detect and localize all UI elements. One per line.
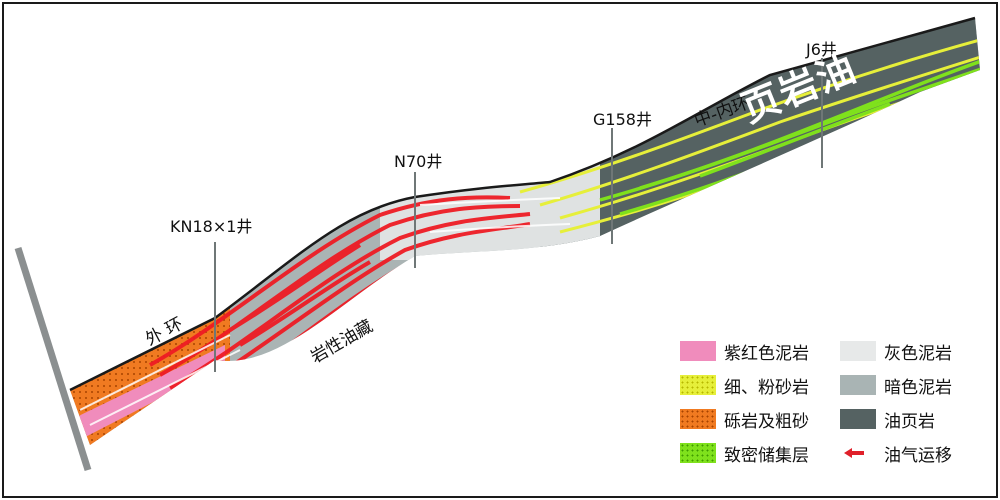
well-label-n70: N70井 [394, 152, 443, 171]
legend-label: 油气运移 [884, 445, 952, 466]
legend-label: 暗色泥岩 [884, 377, 952, 398]
legend-item: 细、粉砂岩 [680, 372, 809, 398]
legend-item: 灰色泥岩 [840, 338, 952, 364]
legend-item: 致密储集层 [680, 440, 809, 466]
legend-swatch [680, 443, 716, 463]
legend-swatch [680, 409, 716, 429]
legend-item: 砾岩及粗砂 [680, 406, 809, 432]
legend-label: 灰色泥岩 [884, 343, 952, 364]
legend-label: 紫红色泥岩 [724, 343, 809, 364]
well-label-j6: J6井 [806, 40, 837, 59]
legend-label: 细、粉砂岩 [724, 377, 809, 398]
legend-item: 暗色泥岩 [840, 372, 952, 398]
legend-swatch [680, 375, 716, 395]
legend-label: 致密储集层 [724, 445, 809, 466]
legend-item: 紫红色泥岩 [680, 338, 809, 364]
migration-arrow-icon [840, 443, 876, 463]
legend-swatch [840, 375, 876, 395]
well-label-g158: G158井 [593, 110, 652, 129]
legend-swatch [840, 341, 876, 361]
legend-label: 砾岩及粗砂 [724, 411, 809, 432]
legend-swatch [680, 341, 716, 361]
well-label-kn18: KN18×1井 [170, 217, 253, 236]
legend-item: 油页岩 [840, 406, 935, 432]
legend-item: 油气运移 [840, 440, 952, 466]
legend-label: 油页岩 [884, 411, 935, 432]
fault-line [14, 246, 92, 472]
legend-swatch [840, 409, 876, 429]
legend: 紫红色泥岩 细、粉砂岩 砾岩及粗砂 致密储集层 灰色泥岩 暗色泥岩 油页岩 油 [680, 338, 980, 473]
